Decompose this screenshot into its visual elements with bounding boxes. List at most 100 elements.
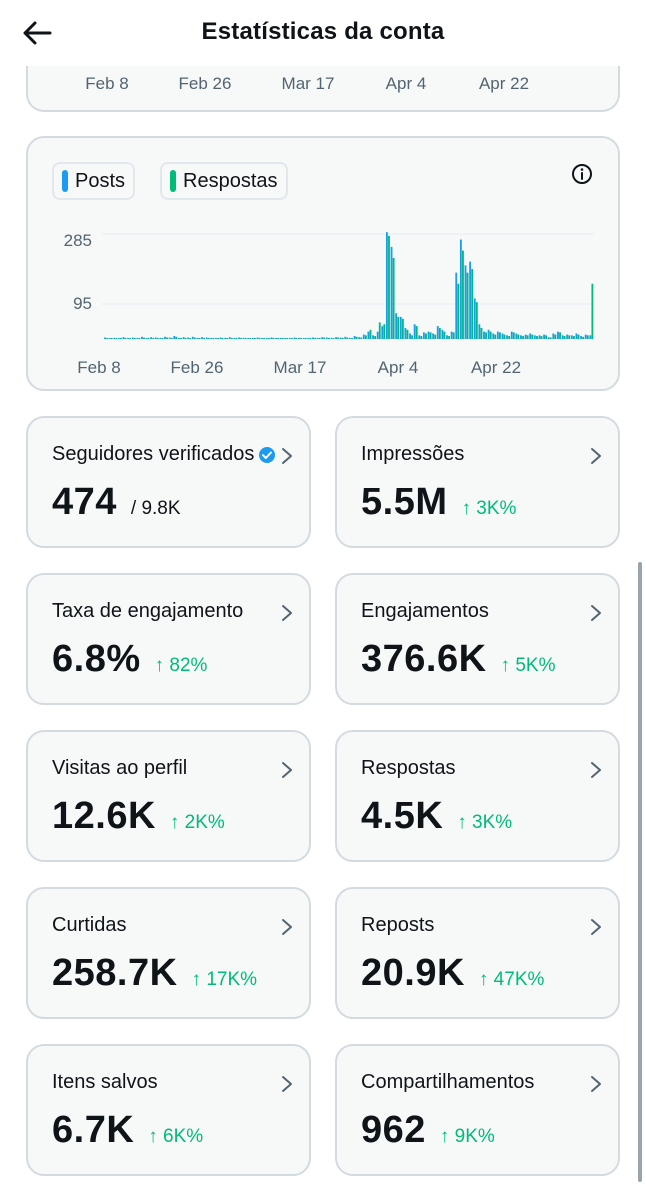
x-tick-label: Mar 17 xyxy=(274,358,327,377)
respostas-bar xyxy=(124,337,127,339)
posts-bar xyxy=(196,337,199,339)
respostas-bar xyxy=(415,326,418,339)
stat-change: ↑ 82% xyxy=(154,655,208,676)
x-tick-label: Apr 4 xyxy=(385,74,427,93)
respostas-bar xyxy=(300,338,303,339)
posts-bar xyxy=(459,239,462,339)
posts-bar xyxy=(570,335,573,339)
legend-label: Respostas xyxy=(183,169,278,192)
stat-label: Engajamentos xyxy=(361,600,489,622)
posts-bar xyxy=(561,335,564,339)
stat-card-verified-followers[interactable]: Seguidores verificados 474 / 9.8K xyxy=(26,416,311,548)
respostas-bar xyxy=(508,336,511,339)
posts-bar xyxy=(117,338,120,339)
respostas-bar xyxy=(360,337,363,339)
legend-label: Posts xyxy=(75,169,126,192)
respostas-bar xyxy=(147,338,150,339)
stat-value: 4.5K xyxy=(361,795,444,837)
respostas-bar xyxy=(351,338,353,339)
stat-change: ↑ 3K% xyxy=(457,812,513,833)
stat-card-shares[interactable]: Compartilhamentos 962 ↑ 9K% xyxy=(335,1044,620,1176)
posts-bar xyxy=(339,337,342,339)
posts-bar xyxy=(238,337,240,339)
respostas-bar xyxy=(383,324,386,339)
respostas-bar xyxy=(406,329,409,339)
respostas-bar xyxy=(170,337,173,339)
respostas-bar xyxy=(485,332,487,339)
respostas-bar xyxy=(489,331,492,339)
posts-bar xyxy=(362,334,365,339)
respostas-bar xyxy=(207,337,210,339)
stat-label: Itens salvos xyxy=(52,1071,158,1093)
stat-card-impressions[interactable]: Impressões 5.5M ↑ 3K% xyxy=(335,416,620,548)
stat-card-engagement-rate[interactable]: Taxa de engajamento 6.8% ↑ 82% xyxy=(26,573,311,705)
respostas-bar xyxy=(161,338,164,339)
respostas-bar xyxy=(549,337,552,339)
posts-bar xyxy=(219,337,222,339)
posts-bar xyxy=(418,335,421,339)
posts-bar xyxy=(113,337,116,339)
stat-label: Respostas xyxy=(361,757,456,779)
posts-swatch xyxy=(62,170,68,192)
respostas-bar xyxy=(221,337,224,339)
stat-value: 5.5M xyxy=(361,481,448,523)
stat-value: 6.7K xyxy=(52,1109,135,1151)
posts-bar xyxy=(233,338,236,339)
stat-card-reposts[interactable]: Reposts 20.9K ↑ 47K% xyxy=(335,887,620,1019)
posts-bar xyxy=(538,335,541,339)
respostas-bar xyxy=(119,338,122,339)
respostas-bar xyxy=(452,332,455,339)
respostas-bar xyxy=(462,250,464,339)
chevron-right-icon xyxy=(591,762,601,778)
respostas-bar xyxy=(323,337,326,339)
legend-respostas[interactable]: Respostas xyxy=(160,162,288,200)
respostas-bar xyxy=(559,332,561,339)
stat-card-likes[interactable]: Curtidas 258.7K ↑ 17K% xyxy=(26,887,311,1019)
posts-bar xyxy=(372,335,374,339)
posts-bar xyxy=(298,337,300,339)
posts-bar xyxy=(104,337,106,339)
respostas-bar xyxy=(475,302,478,339)
bars-group xyxy=(104,232,594,339)
scrollbar[interactable] xyxy=(638,562,642,1182)
respostas-bar xyxy=(554,334,557,339)
posts-bar xyxy=(404,327,407,339)
respostas-bar xyxy=(429,332,432,339)
posts-bar xyxy=(441,329,444,339)
stat-label: Seguidores verificados xyxy=(52,443,255,465)
posts-bar xyxy=(205,337,208,339)
respostas-bar xyxy=(212,338,215,339)
posts-bar xyxy=(543,334,545,339)
stat-value: 20.9K xyxy=(361,952,465,994)
respostas-bar xyxy=(314,337,316,339)
posts-bar xyxy=(256,337,259,339)
x-tick-label: Mar 17 xyxy=(281,74,335,93)
stat-value: 474 xyxy=(52,481,117,523)
respostas-bar xyxy=(295,337,298,339)
posts-bar xyxy=(335,337,337,339)
respostas-bar xyxy=(180,338,182,339)
posts-bar xyxy=(409,333,411,339)
stat-label: Taxa de engajamento xyxy=(52,600,244,622)
stat-card-saved-items[interactable]: Itens salvos 6.7K ↑ 6K% xyxy=(26,1044,311,1176)
respostas-bar xyxy=(156,337,159,339)
posts-bar xyxy=(182,337,185,339)
respostas-bar xyxy=(267,338,270,339)
posts-replies-chart-card: Posts Respostas 285 95 Feb 8 Feb 26 Mar … xyxy=(26,136,620,391)
legend-posts[interactable]: Posts xyxy=(52,162,136,200)
posts-bar xyxy=(228,337,231,339)
stat-value: 6.8% xyxy=(52,638,141,680)
posts-bar xyxy=(376,331,379,339)
stat-card-profile-visits[interactable]: Visitas ao perfil 12.6K ↑ 2K% xyxy=(26,730,311,862)
posts-bar xyxy=(464,265,467,339)
back-arrow-icon[interactable] xyxy=(20,16,54,50)
stat-value: 962 xyxy=(361,1109,426,1151)
posts-bar xyxy=(173,336,176,339)
info-icon[interactable] xyxy=(570,162,594,186)
stat-card-replies[interactable]: Respostas 4.5K ↑ 3K% xyxy=(335,730,620,862)
respostas-bar xyxy=(277,338,279,339)
respostas-bar xyxy=(249,338,252,339)
posts-bar xyxy=(201,337,203,339)
posts-bar xyxy=(492,333,495,339)
stat-card-engagements[interactable]: Engajamentos 376.6K ↑ 5K% xyxy=(335,573,620,705)
